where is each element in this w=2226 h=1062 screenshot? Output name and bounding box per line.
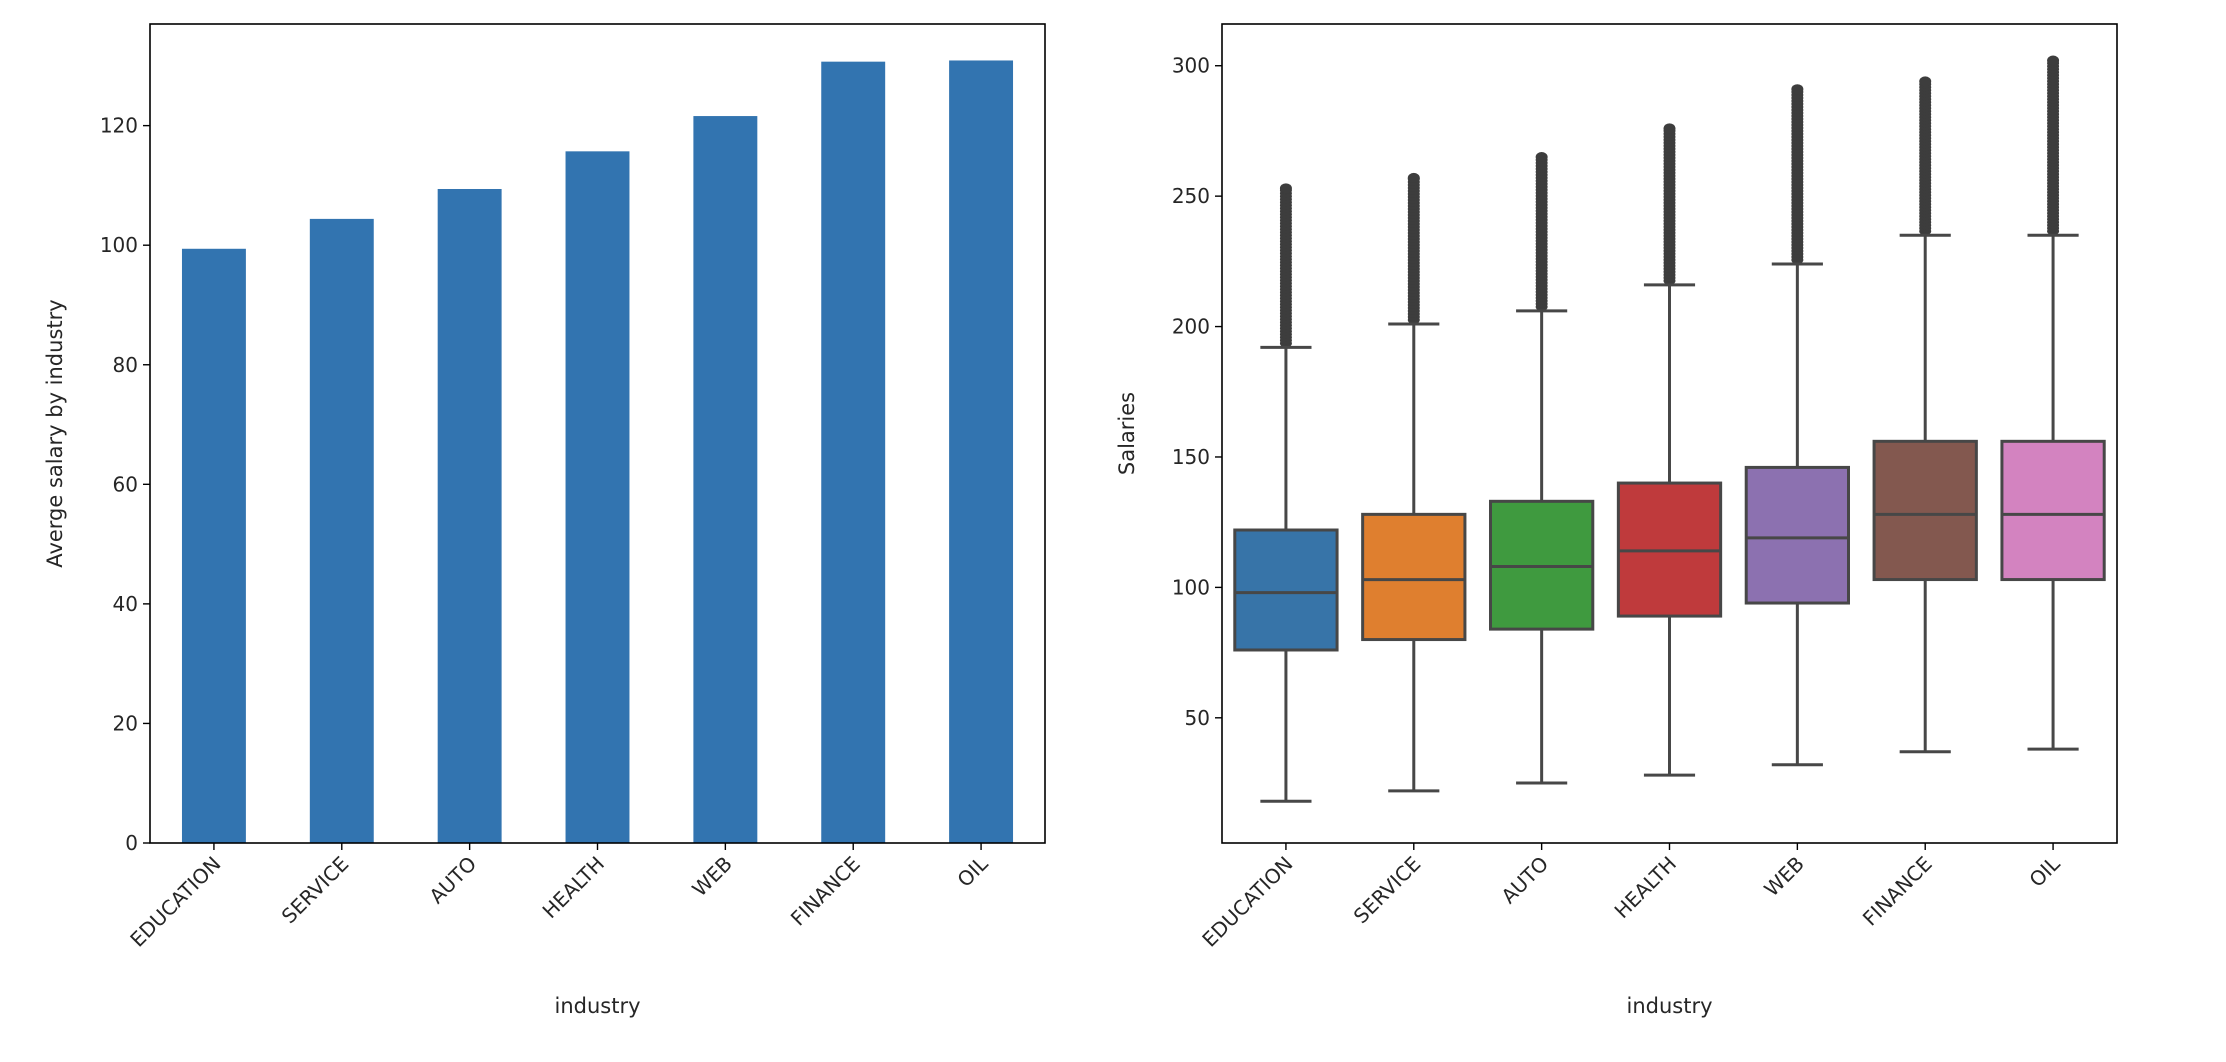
bar-chart-x-tick-label: AUTO: [424, 852, 481, 909]
box-chart-y-tick-label: 150: [1172, 445, 1210, 469]
bar-chart-y-tick-label: 40: [113, 592, 138, 616]
bar-chart-y-axis-label: Averge salary by industry: [43, 299, 67, 567]
bar-chart-y-tick-label: 0: [125, 831, 138, 855]
outlier-points: [1919, 76, 1932, 236]
box-body: [1872, 439, 1978, 582]
box-chart-x-tick-label: HEALTH: [1610, 852, 1681, 923]
box-chart-x-tick-label: WEB: [1759, 852, 1809, 902]
bar: [309, 218, 374, 844]
outlier-max-point: [1663, 123, 1676, 134]
bar-chart-x-axis-label: industry: [554, 994, 640, 1018]
bar-chart-x-tick-label: HEALTH: [538, 852, 609, 923]
box-auto: [1489, 152, 1595, 785]
box-chart-x-ticks: EDUCATION SERVICE AUTO HEALTH WEB FINANCE OIL: [1197, 843, 2065, 952]
outlier-max-point: [1407, 172, 1420, 183]
box-chart-x-tick-label: OIL: [2024, 851, 2065, 892]
box-health: [1616, 123, 1723, 777]
box-series: [1233, 55, 2106, 803]
box-chart-y-tick-label: 250: [1172, 184, 1210, 208]
outlier-max-point: [1279, 183, 1292, 194]
box-body: [2000, 439, 2106, 582]
bar: [949, 60, 1014, 843]
outlier-max-point: [2047, 55, 2060, 66]
outlier-points: [1663, 123, 1676, 285]
bar: [181, 248, 246, 844]
bar: [565, 151, 630, 844]
bar-chart-y-tick-label: 120: [100, 114, 138, 138]
outlier-points: [1279, 183, 1292, 348]
outlier-max-point: [1535, 152, 1548, 163]
bar: [437, 188, 502, 844]
box-chart-x-tick-label: SERVICE: [1349, 852, 1426, 929]
box-oil: [2000, 55, 2106, 751]
outlier-max-point: [1791, 84, 1804, 95]
box-chart-y-tick-label: 200: [1172, 315, 1210, 339]
bar-chart-y-tick-label: 80: [113, 353, 138, 377]
bar-chart-x-tick-label: EDUCATION: [125, 852, 225, 952]
bar-chart-x-tick-label: FINANCE: [786, 852, 865, 931]
outlier-max-point: [1919, 76, 1932, 87]
outlier-points: [1535, 152, 1548, 311]
box-education: [1233, 183, 1339, 803]
box-chart-x-axis-label: industry: [1626, 994, 1712, 1018]
box-chart-y-tick-label: 100: [1172, 575, 1210, 599]
box-chart-x-tick-label: AUTO: [1496, 852, 1553, 909]
bar-chart: 0 20 40 60 80 100 120 EDUCATION SERVICE AUTO HEAL…: [43, 23, 1046, 1018]
box-chart-y-tick-label: 50: [1185, 706, 1210, 730]
bar: [693, 116, 758, 844]
bar-chart-x-ticks: EDUCATION SERVICE AUTO HEALTH WEB FINANCE OIL: [125, 843, 993, 952]
box-body: [1361, 512, 1467, 642]
box-body: [1233, 528, 1339, 652]
outlier-points: [1791, 84, 1804, 264]
outlier-points: [1407, 172, 1420, 324]
box-finance: [1872, 76, 1978, 754]
box-chart-x-tick-label: EDUCATION: [1197, 852, 1297, 952]
box-service: [1361, 172, 1467, 793]
bar-chart-y-ticks: 0 20 40 60 80 100 120: [100, 114, 150, 855]
box-chart: 50 100 150 200 250 300 EDUCATION SERVICE AUTO HE…: [1115, 23, 2118, 1018]
bar-chart-x-tick-label: SERVICE: [277, 852, 354, 929]
bar-series: [181, 60, 1014, 844]
bar-chart-y-tick-label: 100: [100, 233, 138, 257]
bar-chart-x-tick-label: WEB: [687, 852, 737, 902]
box-chart-y-axis-label: Salaries: [1115, 392, 1139, 475]
box-chart-x-tick-label: FINANCE: [1858, 852, 1937, 931]
bar-chart-y-tick-label: 20: [113, 711, 138, 735]
outlier-points: [2047, 55, 2060, 236]
box-body: [1744, 465, 1850, 605]
bar-chart-y-tick-label: 60: [113, 472, 138, 496]
bar-chart-x-tick-label: OIL: [952, 851, 993, 892]
box-web: [1744, 84, 1850, 767]
box-chart-y-ticks: 50 100 150 200 250 300: [1172, 54, 1222, 730]
bar: [821, 61, 886, 843]
box-chart-y-tick-label: 300: [1172, 54, 1210, 78]
